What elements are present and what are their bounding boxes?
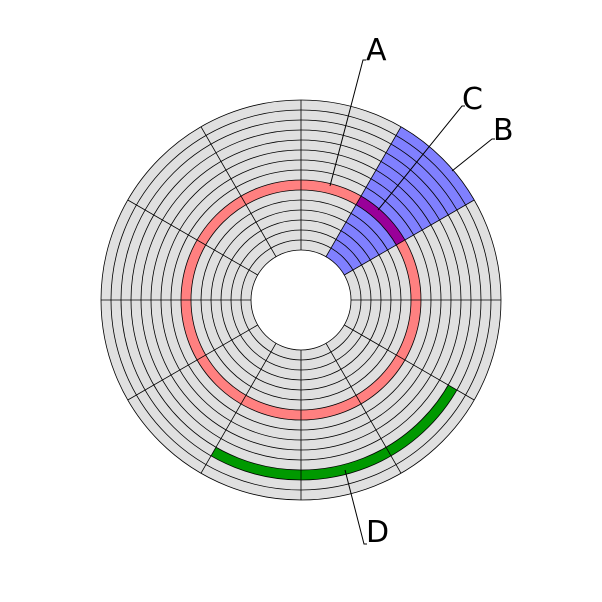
sector-line xyxy=(325,126,402,257)
platter xyxy=(100,99,502,501)
sector-line xyxy=(127,324,258,401)
sector-line xyxy=(325,343,402,474)
leader-b xyxy=(451,138,495,172)
sector-line xyxy=(344,199,475,276)
label-a: A xyxy=(366,33,387,68)
sector-line xyxy=(127,199,258,276)
leader-a xyxy=(329,59,366,187)
label-b: B xyxy=(493,113,514,148)
label-d: D xyxy=(366,515,389,550)
leader-d xyxy=(344,469,367,545)
track-sector-highlight xyxy=(356,196,405,245)
leader-c xyxy=(377,105,465,211)
sector-line xyxy=(200,343,277,474)
sector-line xyxy=(200,126,277,257)
leaders xyxy=(329,59,495,545)
spindle-hole xyxy=(251,250,351,350)
label-c: C xyxy=(462,82,483,117)
sector-line xyxy=(344,324,475,401)
